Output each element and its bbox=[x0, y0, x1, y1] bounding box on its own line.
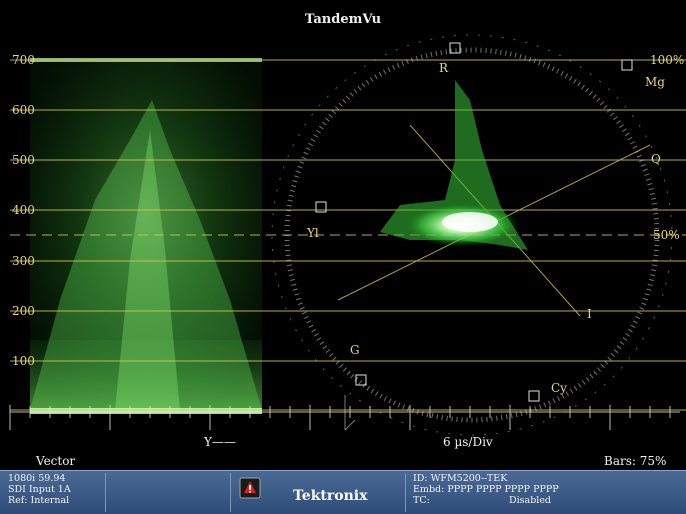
status-divider bbox=[405, 473, 406, 512]
scale-label-200: 200 bbox=[12, 304, 35, 318]
bars-label: Bars: 75% bbox=[604, 454, 667, 468]
target-label-100pct: 100% bbox=[650, 53, 685, 67]
target-label-r: R bbox=[439, 61, 449, 75]
waveform-graticule bbox=[10, 59, 686, 411]
scope-display: TandemVu 700 600 500 400 300 200 100 Y——… bbox=[9, 12, 686, 468]
status-divider bbox=[230, 473, 231, 512]
time-division-label: 6 µs/Div bbox=[443, 435, 493, 449]
status-input: SDI Input 1A bbox=[8, 484, 71, 495]
status-divider bbox=[105, 473, 106, 512]
target-label-q: Q bbox=[651, 152, 661, 166]
target-label-50pct: 50% bbox=[653, 228, 680, 242]
vector-trace bbox=[380, 80, 528, 250]
alarm-icon[interactable] bbox=[239, 477, 261, 499]
scale-label-500: 500 bbox=[12, 153, 35, 167]
scope-graticule bbox=[9, 34, 686, 436]
vector-mode-label: Vector bbox=[36, 454, 76, 468]
status-ref: Ref: Internal bbox=[8, 495, 70, 506]
status-bar: 1080i 59.94 SDI Input 1A Ref: Internal I… bbox=[0, 470, 686, 514]
status-embd: Embd: PPPP PPPP PPPP PPPP bbox=[413, 484, 559, 495]
target-label-mg: Mg bbox=[645, 75, 665, 89]
target-label-g: G bbox=[350, 343, 360, 357]
scale-label-100: 100 bbox=[12, 354, 35, 368]
scale-label-700: 700 bbox=[12, 53, 35, 67]
target-label-yl: Yl bbox=[307, 226, 319, 240]
status-tc-value: Disabled bbox=[509, 495, 552, 506]
target-label-cy: Cy bbox=[551, 381, 567, 395]
waveform-trace-label: Y—— bbox=[204, 435, 236, 449]
target-label-i: I bbox=[587, 307, 592, 321]
status-format: 1080i 59.94 bbox=[8, 473, 66, 484]
status-id: ID: WFM5200--TEK bbox=[413, 473, 508, 484]
scale-label-600: 600 bbox=[12, 103, 35, 117]
app-title: TandemVu bbox=[304, 12, 382, 27]
brand-logo: Tektronix bbox=[293, 488, 368, 504]
status-tc-label: TC: bbox=[413, 495, 430, 506]
scale-label-400: 400 bbox=[12, 203, 35, 217]
scale-label-300: 300 bbox=[12, 254, 35, 268]
